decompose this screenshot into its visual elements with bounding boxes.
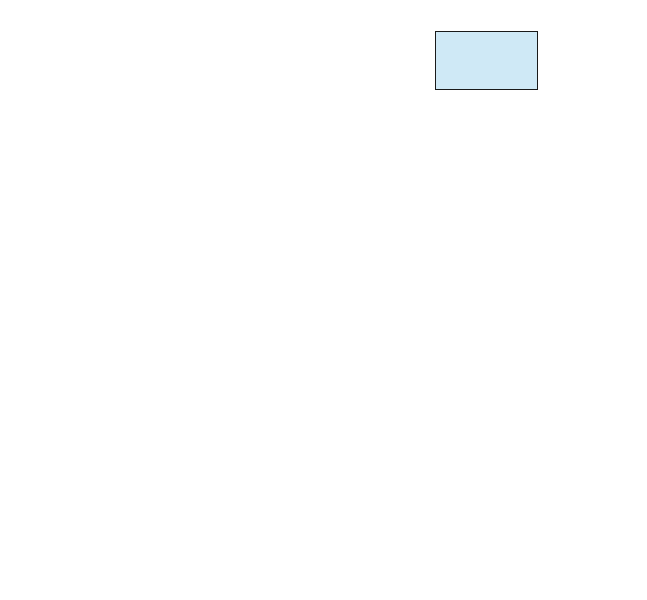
title-box <box>435 31 538 90</box>
